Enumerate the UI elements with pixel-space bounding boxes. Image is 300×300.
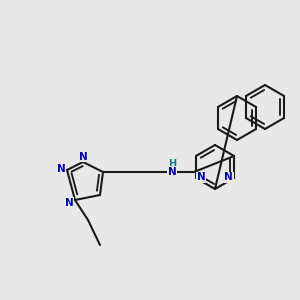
Text: N: N — [197, 172, 206, 182]
Text: N: N — [57, 164, 65, 173]
Text: N: N — [224, 172, 233, 182]
Text: N: N — [168, 167, 176, 177]
Text: H: H — [168, 159, 176, 169]
Text: N: N — [65, 198, 74, 208]
Text: N: N — [79, 152, 87, 162]
